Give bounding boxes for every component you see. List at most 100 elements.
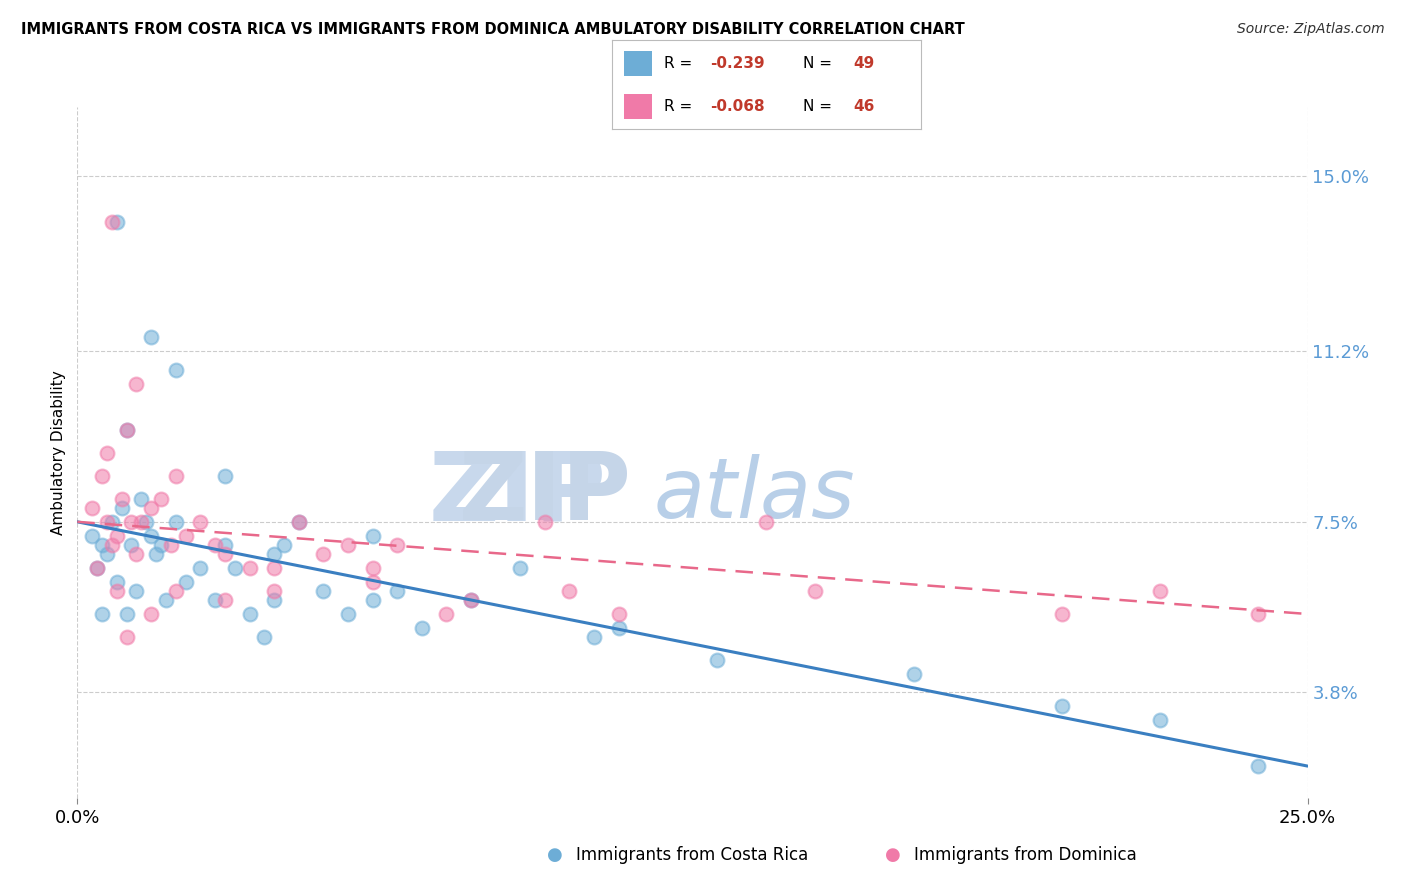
Point — [288, 515, 311, 529]
Point — [288, 515, 311, 529]
Point — [583, 630, 606, 644]
Text: Immigrants from Costa Rica: Immigrants from Costa Rica — [576, 846, 808, 863]
Point — [96, 547, 118, 561]
Point — [90, 607, 114, 621]
Point — [312, 547, 335, 561]
Point — [82, 500, 104, 515]
Point — [239, 561, 262, 575]
Text: 46: 46 — [853, 99, 875, 113]
Point — [105, 583, 128, 598]
Point — [125, 547, 148, 561]
Point — [755, 515, 778, 529]
Text: atlas: atlas — [654, 454, 855, 534]
Point — [1050, 699, 1073, 714]
Point — [509, 561, 531, 575]
Point — [903, 667, 925, 681]
Y-axis label: Ambulatory Disability: Ambulatory Disability — [51, 370, 66, 535]
Point — [174, 574, 197, 589]
Point — [141, 500, 163, 515]
Bar — [624, 94, 652, 119]
Point — [1149, 713, 1171, 727]
Point — [204, 593, 226, 607]
Text: N =: N = — [803, 56, 837, 70]
Point — [82, 528, 104, 542]
Point — [141, 330, 163, 344]
Text: Immigrants from Dominica: Immigrants from Dominica — [914, 846, 1136, 863]
Point — [141, 528, 163, 542]
Point — [224, 561, 246, 575]
Point — [129, 515, 153, 529]
Point — [607, 607, 630, 621]
Text: IMMIGRANTS FROM COSTA RICA VS IMMIGRANTS FROM DOMINICA AMBULATORY DISABILITY COR: IMMIGRANTS FROM COSTA RICA VS IMMIGRANTS… — [21, 22, 965, 37]
Point — [121, 538, 143, 552]
Point — [105, 574, 128, 589]
Text: ZIP: ZIP — [429, 448, 606, 541]
Point — [263, 593, 285, 607]
Point — [337, 607, 360, 621]
Text: R =: R = — [664, 99, 697, 113]
Text: -0.239: -0.239 — [710, 56, 765, 70]
Point — [165, 515, 187, 529]
Point — [558, 583, 581, 598]
Point — [135, 515, 157, 529]
Point — [141, 607, 163, 621]
Point — [155, 593, 177, 607]
Point — [804, 583, 827, 598]
Text: 49: 49 — [853, 56, 875, 70]
Point — [111, 500, 132, 515]
Point — [101, 515, 124, 529]
Point — [86, 561, 108, 575]
Text: -0.068: -0.068 — [710, 99, 765, 113]
Point — [1149, 583, 1171, 598]
Point — [361, 593, 384, 607]
Point — [214, 468, 236, 483]
Point — [385, 538, 409, 552]
Point — [90, 468, 114, 483]
Text: ZIP: ZIP — [458, 448, 631, 541]
Point — [174, 528, 197, 542]
Point — [214, 547, 236, 561]
Point — [312, 583, 335, 598]
Point — [460, 593, 482, 607]
Point — [460, 593, 482, 607]
Point — [337, 538, 360, 552]
Point — [129, 491, 153, 506]
Point — [115, 630, 138, 644]
Point — [188, 561, 212, 575]
Point — [1050, 607, 1073, 621]
Text: ●: ● — [884, 846, 901, 863]
Point — [534, 515, 557, 529]
Point — [361, 574, 384, 589]
Text: ●: ● — [547, 846, 564, 863]
Point — [111, 491, 132, 506]
Point — [145, 547, 167, 561]
Point — [165, 362, 187, 376]
Point — [263, 583, 285, 598]
Point — [105, 528, 128, 542]
Point — [125, 583, 148, 598]
Point — [385, 583, 409, 598]
Point — [101, 215, 124, 229]
Point — [214, 593, 236, 607]
Point — [239, 607, 262, 621]
Point — [411, 621, 433, 635]
Text: N =: N = — [803, 99, 837, 113]
Point — [188, 515, 212, 529]
Point — [204, 538, 226, 552]
Point — [96, 515, 118, 529]
Point — [96, 445, 118, 460]
Point — [150, 491, 173, 506]
Point — [214, 538, 236, 552]
Point — [165, 583, 187, 598]
Point — [273, 538, 295, 552]
Point — [253, 630, 276, 644]
Point — [1247, 759, 1270, 773]
Point — [115, 423, 138, 437]
Point — [361, 561, 384, 575]
Point — [263, 561, 285, 575]
Point — [1247, 607, 1270, 621]
Text: R =: R = — [664, 56, 697, 70]
Point — [361, 528, 384, 542]
Point — [121, 515, 143, 529]
Text: Source: ZipAtlas.com: Source: ZipAtlas.com — [1237, 22, 1385, 37]
